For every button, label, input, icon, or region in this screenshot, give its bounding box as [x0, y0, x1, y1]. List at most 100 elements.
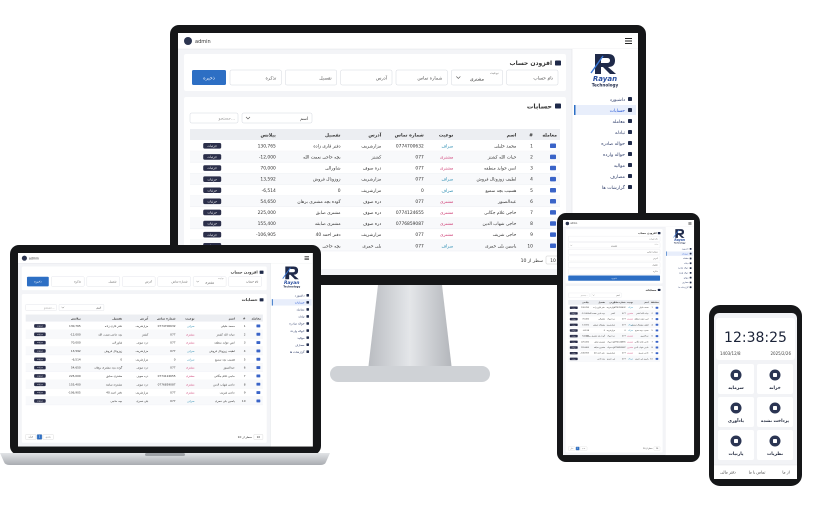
input-box[interactable] [285, 69, 337, 86]
details-button[interactable] [203, 187, 222, 194]
menu-item[interactable]: معامله [683, 257, 688, 260]
transaction-icon[interactable] [550, 176, 556, 182]
transaction-icon[interactable] [550, 143, 556, 149]
input-box[interactable] [157, 276, 191, 287]
transaction-icon[interactable] [655, 312, 659, 315]
pager-button[interactable] [579, 446, 588, 451]
details-button[interactable] [203, 209, 222, 216]
details-button[interactable] [34, 390, 46, 395]
transaction-icon[interactable] [256, 366, 261, 370]
details-button[interactable] [569, 312, 578, 315]
details-button[interactable] [34, 382, 46, 387]
details-button[interactable] [34, 357, 46, 362]
transaction-icon[interactable] [550, 210, 556, 215]
input-box[interactable] [568, 249, 661, 255]
transaction-icon[interactable] [256, 382, 261, 386]
details-button[interactable] [34, 365, 46, 370]
menu-item[interactable]: معامله [612, 120, 625, 125]
details-button[interactable] [203, 154, 222, 160]
pager-button[interactable] [568, 446, 576, 451]
menu-item[interactable]: حسابات [295, 301, 305, 305]
save-button[interactable] [568, 275, 661, 281]
transaction-icon[interactable] [655, 340, 659, 343]
select-box[interactable] [568, 242, 661, 249]
input-box[interactable] [506, 69, 559, 86]
menu-item[interactable]: تبادله [298, 315, 305, 319]
details-button[interactable] [203, 198, 222, 205]
menu-item[interactable]: حواله وارده [290, 329, 304, 333]
details-button[interactable] [569, 351, 578, 355]
transaction-icon[interactable] [256, 349, 261, 353]
menu-item[interactable]: داشبورد [610, 98, 625, 103]
details-button[interactable] [569, 357, 578, 361]
menu-item[interactable]: داشبورد [295, 293, 305, 297]
menu-item[interactable]: حسابات [610, 109, 626, 114]
page-size-select[interactable] [653, 446, 661, 451]
menu-item[interactable]: مصارف [295, 343, 305, 347]
details-button[interactable] [203, 176, 222, 182]
details-button[interactable] [34, 340, 46, 345]
select-box[interactable] [193, 276, 227, 287]
menu-item[interactable]: حواله وارده [679, 272, 689, 275]
input-box[interactable] [568, 268, 661, 275]
nav-item[interactable]: تماس با ما [749, 469, 766, 474]
details-button[interactable] [569, 306, 578, 309]
details-button[interactable] [569, 317, 578, 321]
transaction-icon[interactable] [550, 165, 556, 171]
details-button[interactable] [569, 334, 578, 338]
input-box[interactable] [51, 276, 85, 287]
search-input[interactable] [568, 292, 590, 298]
transaction-icon[interactable] [655, 346, 659, 349]
menu-item[interactable]: تبادله [615, 131, 626, 136]
input-box[interactable] [229, 69, 282, 86]
details-button[interactable] [569, 340, 578, 344]
menu-item[interactable]: حواله وارده [603, 153, 625, 158]
details-button[interactable] [34, 349, 46, 353]
transaction-icon[interactable] [256, 391, 261, 395]
details-button[interactable] [569, 346, 578, 349]
transaction-icon[interactable] [550, 221, 556, 226]
transaction-icon[interactable] [256, 341, 261, 345]
input-box[interactable] [86, 276, 120, 287]
details-button[interactable] [34, 324, 46, 328]
page-size-select[interactable] [253, 434, 264, 440]
input-box[interactable] [228, 276, 262, 287]
transaction-icon[interactable] [655, 329, 659, 332]
menu-item[interactable]: حواله صادره [289, 322, 304, 326]
nav-item[interactable]: از ما [782, 469, 789, 474]
search-input[interactable] [189, 112, 239, 124]
transaction-icon[interactable] [256, 324, 261, 328]
input-box[interactable] [568, 236, 661, 242]
menu-item[interactable]: حواله صادره [601, 142, 625, 147]
details-button[interactable] [569, 323, 578, 327]
menu-item[interactable]: گزارشات ها [290, 350, 305, 354]
details-button[interactable] [203, 165, 222, 171]
transaction-icon[interactable] [550, 199, 556, 204]
input-box[interactable] [122, 276, 156, 287]
details-button[interactable] [34, 399, 46, 403]
input-box[interactable] [568, 255, 661, 262]
input-box[interactable] [340, 69, 393, 86]
menu-item[interactable]: مصارف [682, 281, 688, 284]
menu-item[interactable]: مواليد [614, 164, 626, 169]
transaction-icon[interactable] [655, 352, 659, 355]
transaction-icon[interactable] [550, 243, 556, 248]
menu-item[interactable]: تبادله [684, 262, 689, 265]
transaction-icon[interactable] [256, 374, 261, 378]
transaction-icon[interactable] [655, 357, 659, 360]
search-field-select[interactable] [58, 304, 105, 311]
menu-item[interactable]: مواليد [297, 336, 305, 340]
search-field-select[interactable] [241, 112, 313, 124]
menu-item[interactable]: معامله [297, 308, 305, 312]
details-button[interactable] [203, 231, 222, 238]
details-button[interactable] [203, 143, 222, 149]
details-button[interactable] [569, 329, 578, 332]
menu-item[interactable]: داشبورد [682, 247, 689, 250]
select-box[interactable] [451, 69, 503, 86]
menu-item[interactable]: گزارشات ها [602, 184, 626, 191]
menu-item[interactable]: حسابات [682, 252, 689, 255]
transaction-icon[interactable] [550, 232, 556, 237]
menu-item[interactable]: مصارف [610, 174, 625, 180]
transaction-icon[interactable] [256, 357, 261, 361]
details-button[interactable] [34, 374, 46, 378]
